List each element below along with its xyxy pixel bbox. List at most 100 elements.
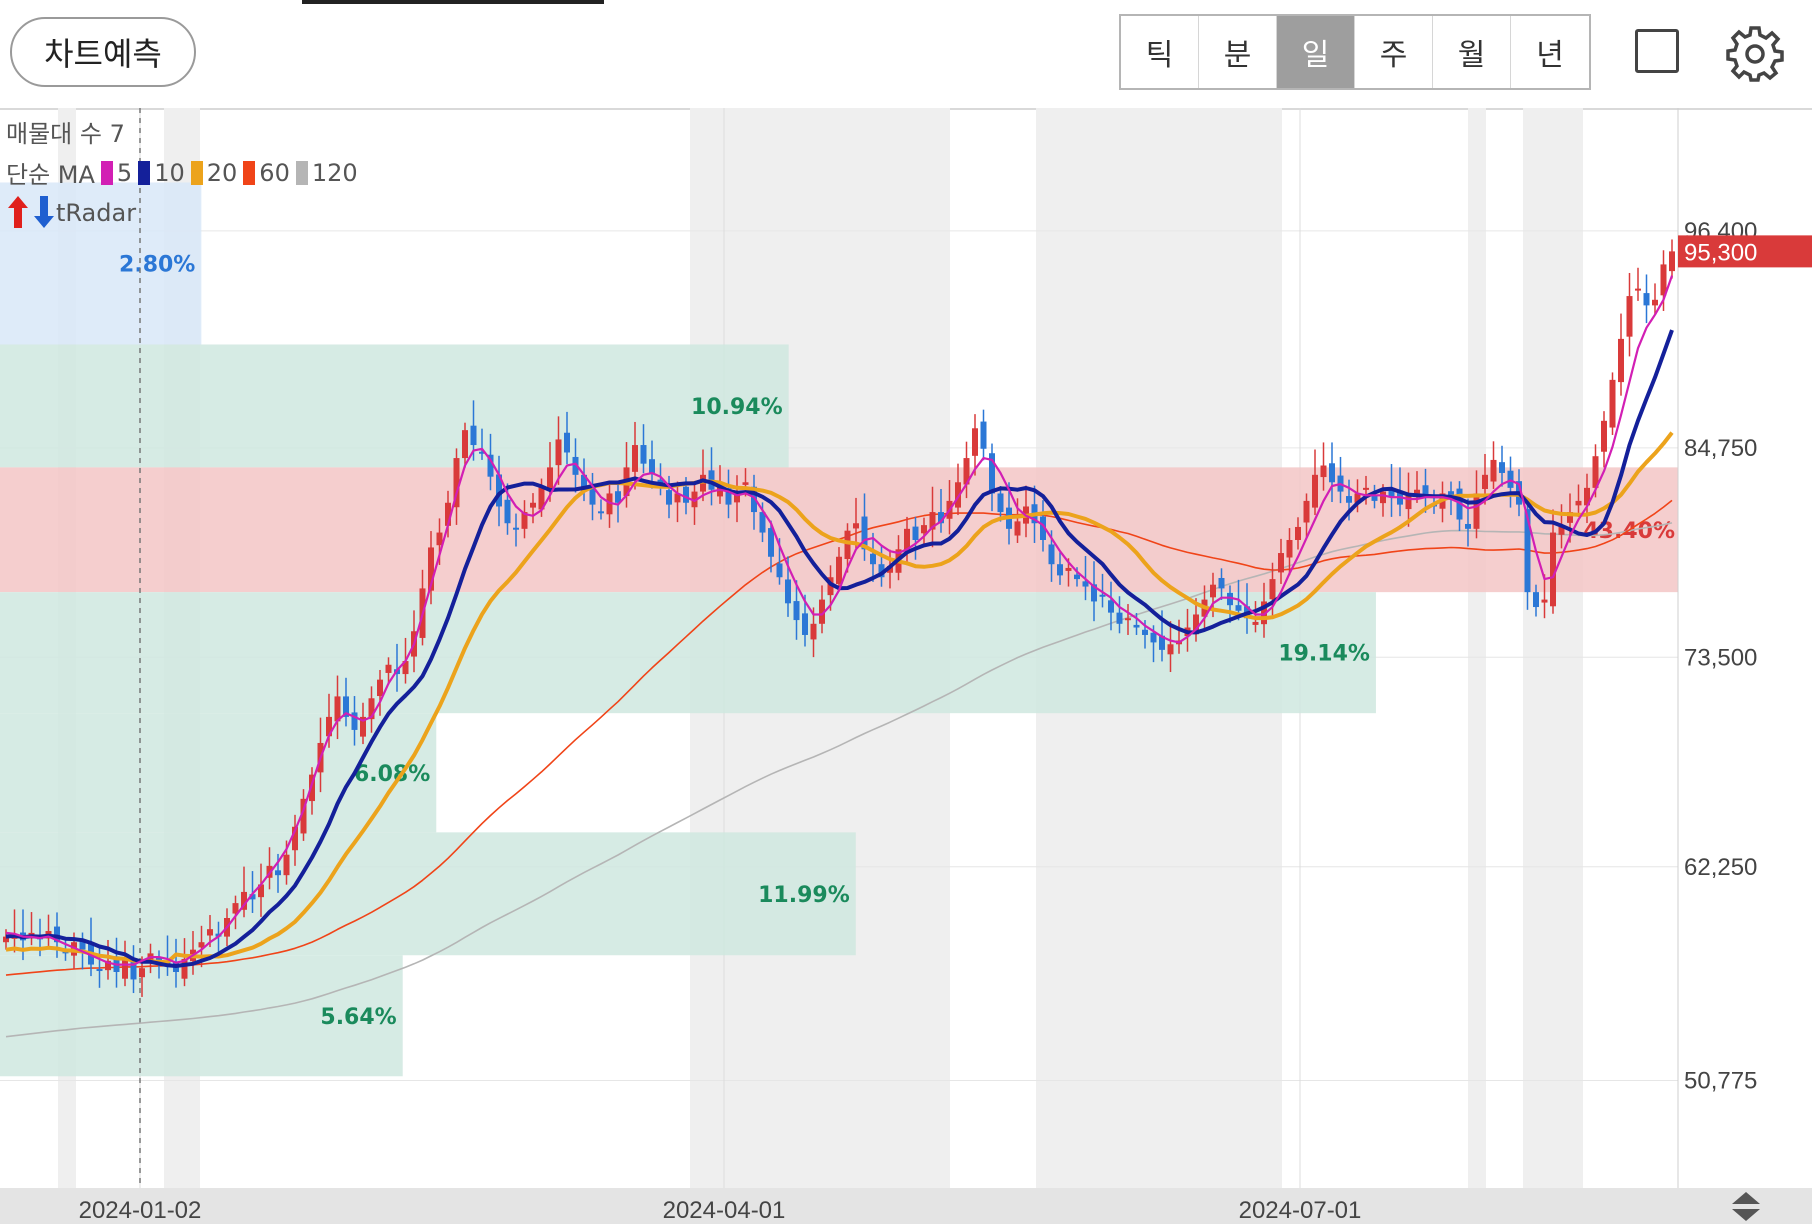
date-axis-bg (0, 1188, 1812, 1224)
last-price-label: 95,300 (1684, 239, 1757, 266)
candle-body (156, 957, 162, 961)
candle-body (1669, 251, 1675, 272)
candle-body (921, 525, 927, 534)
candle-body (1609, 379, 1616, 428)
candle-body (232, 903, 239, 914)
tab-tick[interactable]: 틱 (1121, 16, 1199, 88)
y-tick-label: 73,500 (1684, 644, 1757, 671)
candle-body (504, 499, 511, 524)
candle-body (436, 532, 443, 546)
volume-profile-pct: 6.08% (354, 762, 430, 787)
candle-body (385, 664, 392, 673)
candle-body (1618, 338, 1624, 383)
candle-body (1142, 629, 1148, 635)
candle-body (997, 493, 1004, 513)
tradar-arrows-icon (8, 196, 54, 228)
y-tick-label: 84,750 (1684, 435, 1757, 462)
candle-body (249, 894, 256, 900)
candle-body (1354, 493, 1361, 503)
candle-body (479, 451, 485, 454)
candle-body (28, 932, 35, 935)
candle-body (1269, 579, 1276, 600)
candle-body (904, 528, 910, 552)
ma5-label: 5 (116, 158, 133, 187)
candle-body (810, 623, 817, 640)
candle-body (878, 564, 885, 578)
y-tick-label: 50,775 (1684, 1067, 1757, 1094)
volume-profile-pct: 19.14% (1278, 642, 1370, 667)
candle-body (513, 527, 519, 530)
candle-body (1567, 512, 1573, 523)
candle-body (283, 854, 290, 876)
candle-body (1329, 463, 1335, 483)
candle-body (198, 942, 205, 948)
candle-body (1414, 489, 1420, 494)
candle-body (326, 716, 332, 737)
candle-body (776, 563, 783, 578)
candle-body (360, 716, 366, 737)
tab-year[interactable]: 년 (1536, 38, 1564, 73)
candle-body (1159, 635, 1165, 650)
x-tick-label: 2024-01-02 (79, 1197, 202, 1224)
candle-body (1150, 632, 1157, 643)
candle-body (79, 939, 86, 950)
candle-body (453, 458, 460, 508)
tab-month[interactable]: 월 (1433, 16, 1511, 88)
volume-profile-bar (0, 832, 856, 956)
candle-body (640, 445, 647, 464)
candle-body (870, 553, 876, 565)
candle-body (445, 502, 451, 526)
candle-body (1465, 523, 1471, 529)
candle-body (96, 969, 103, 972)
candle-body (105, 960, 111, 971)
ma20-line (5, 431, 1674, 965)
ma5-line (5, 275, 1674, 966)
candle-body (615, 491, 621, 503)
candle-body (1193, 614, 1199, 635)
candle-body (496, 474, 502, 507)
candle-body (853, 523, 859, 529)
fullscreen-square-icon[interactable] (1635, 29, 1679, 73)
candle-body (751, 486, 757, 513)
candle-body (1091, 584, 1097, 602)
candle-body (887, 566, 893, 573)
candle-body (1227, 592, 1233, 606)
candle-body (1167, 644, 1174, 655)
candle-body (3, 936, 9, 943)
candle-body (1422, 485, 1429, 498)
candle-body (963, 458, 970, 485)
gear-icon[interactable] (1725, 24, 1785, 84)
candle-body (955, 482, 961, 508)
candle-body (1584, 487, 1590, 506)
ma120-line (5, 522, 1673, 1038)
candle-body (691, 491, 698, 508)
tradar-legend: tRadar (6, 194, 136, 232)
tab-week[interactable]: 주 (1355, 16, 1433, 88)
ma120-swatch (295, 160, 308, 185)
chart-predict-button[interactable]: 차트예측 (10, 17, 196, 87)
candle-body (1295, 526, 1301, 540)
candle-body (802, 613, 808, 635)
candle-body (1533, 592, 1539, 608)
candle-body (1643, 293, 1650, 306)
price-chart[interactable]: 2.80%10.94%43.40%19.14%6.08%11.99%5.64%9… (0, 108, 1812, 1224)
candle-body (241, 891, 247, 910)
candle-body (1388, 489, 1395, 498)
ma-legend-title: 단순 MA (6, 161, 95, 189)
period-shade (1468, 108, 1486, 1188)
candle-body (929, 512, 936, 530)
candle-body (1601, 420, 1607, 452)
candle-body (912, 526, 919, 540)
volume-profile-bar (0, 955, 403, 1077)
ma-legend: 단순 MA 5 10 20 60 120 (6, 155, 358, 190)
ma5-swatch (100, 160, 113, 185)
tab-day[interactable]: 일 (1277, 16, 1355, 88)
candle-body (1065, 567, 1072, 571)
candle-body (793, 601, 800, 621)
volume-profile-bar (0, 592, 1376, 714)
ma60-swatch (243, 160, 256, 185)
candle-body (649, 459, 655, 473)
last-price-tag (1678, 235, 1812, 268)
tab-minute[interactable]: 분 (1199, 16, 1277, 88)
candle-body (844, 530, 851, 559)
